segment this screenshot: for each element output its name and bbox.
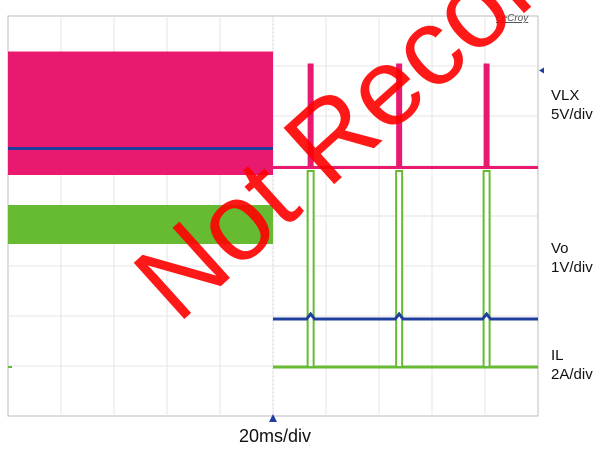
vo-name: Vo — [551, 240, 569, 257]
il-pulse — [306, 170, 315, 368]
vo-scale: 1V/div — [551, 259, 593, 276]
il-scale: 2A/div — [551, 366, 593, 383]
il-name: IL — [551, 347, 564, 364]
il-band — [8, 205, 273, 244]
vlx-burst — [8, 51, 273, 175]
trigger-marker — [269, 414, 277, 422]
vlx-scale: 5V/div — [551, 106, 593, 123]
vo-offset-marker — [539, 67, 544, 74]
timebase-label: 20ms/div — [238, 426, 312, 446]
vlx-pulse — [483, 63, 490, 168]
vlx-name: VLX — [551, 87, 580, 104]
il-pulse — [395, 170, 404, 368]
brand-logo: LeCroy — [496, 13, 529, 24]
vlx-pulse — [307, 63, 314, 168]
vlx-pulse — [396, 63, 403, 168]
vlx-label: VLX 5V/div — [551, 86, 593, 124]
vo-level-after — [273, 311, 538, 321]
il-pulse — [482, 170, 491, 368]
vo-label: Vo 1V/div — [551, 239, 593, 277]
il-label: IL 2A/div — [551, 346, 593, 384]
